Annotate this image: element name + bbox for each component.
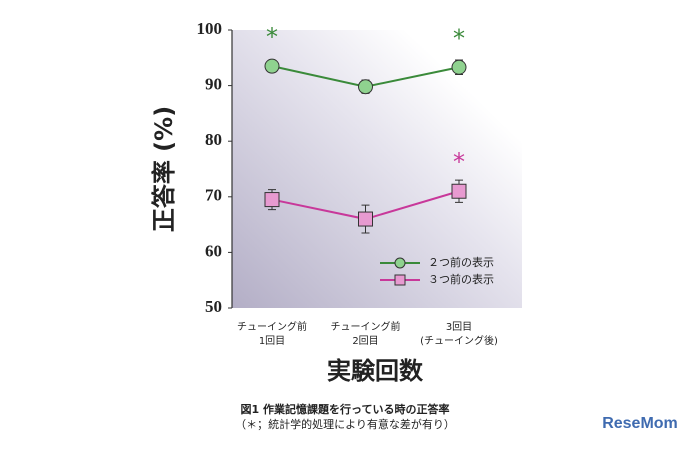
point	[358, 79, 373, 95]
y-tick-label: 70	[205, 186, 222, 205]
significance-mark: *	[453, 24, 465, 52]
x-tick-label: 2回目	[352, 335, 378, 347]
point	[264, 58, 280, 74]
caption: （＊；統計学的処理により有意な差が有り）	[235, 417, 455, 431]
point	[451, 183, 467, 199]
significance-mark: *	[453, 148, 465, 176]
x-tick-label: 3回目	[446, 321, 472, 333]
legend-marker	[394, 257, 406, 269]
y-tick-label: 60	[205, 241, 222, 260]
y-tick-label: 50	[205, 297, 222, 316]
plot-background	[232, 30, 522, 308]
x-tick-label: (チューイング後)	[420, 334, 498, 347]
y-axis-label: 正答率 (%)	[150, 106, 178, 232]
y-tick-label: 90	[205, 75, 222, 94]
legend-marker	[394, 274, 406, 286]
caption: 図1 作業記憶課題を行っている時の正答率	[241, 402, 450, 416]
y-tick-label: 100	[197, 19, 223, 38]
x-axis-label: 実験回数	[327, 357, 424, 385]
point	[358, 211, 373, 227]
watermark: ReseMom	[602, 415, 678, 432]
point	[264, 192, 280, 208]
y-tick-label: 80	[205, 130, 222, 149]
x-tick-label: チューイング前	[237, 320, 307, 333]
x-tick-label: チューイング前	[331, 320, 401, 333]
legend-label: ２つ前の表示	[428, 255, 494, 269]
legend-label: ３つ前の表示	[428, 272, 494, 286]
significance-mark: *	[266, 23, 278, 51]
point	[451, 59, 467, 75]
x-tick-label: 1回目	[259, 335, 285, 347]
